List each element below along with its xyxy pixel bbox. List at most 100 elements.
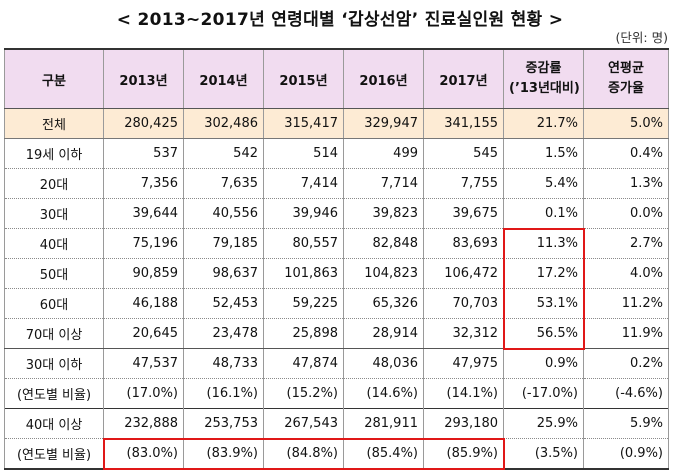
cell-2015: 25,898	[264, 319, 344, 349]
cell-2015: (15.2%)	[264, 379, 344, 409]
cell-2017: 70,703	[424, 289, 504, 319]
cell-2015: 315,417	[264, 109, 344, 139]
cell-annual: 2.7%	[584, 229, 669, 259]
cell-2014: (16.1%)	[184, 379, 264, 409]
cell-2017: 32,312	[424, 319, 504, 349]
header-annual: 연평균 증가율	[584, 49, 669, 109]
cell-2014: 542	[184, 139, 264, 169]
header-2013: 2013년	[104, 49, 184, 109]
cell-2016: 281,911	[344, 409, 424, 439]
cell-2013: 20,645	[104, 319, 184, 349]
cell-2014: 52,453	[184, 289, 264, 319]
cell-2014: 253,753	[184, 409, 264, 439]
cell-2016: 48,036	[344, 349, 424, 379]
cell-2016: 7,714	[344, 169, 424, 199]
cell-annual: 11.2%	[584, 289, 669, 319]
cell-annual: 0.0%	[584, 199, 669, 229]
highlight-box-growth	[503, 228, 585, 350]
header-growth: 증감률 (’13년대비)	[504, 49, 584, 109]
cell-growth: 0.9%	[504, 349, 584, 379]
cell-annual: 4.0%	[584, 259, 669, 289]
cell-2014: 98,637	[184, 259, 264, 289]
header-2014: 2014년	[184, 49, 264, 109]
cell-2013: (17.0%)	[104, 379, 184, 409]
cell-2017: 47,975	[424, 349, 504, 379]
cell-2017: 83,693	[424, 229, 504, 259]
cell-annual: 11.9%	[584, 319, 669, 349]
cell-annual: 0.4%	[584, 139, 669, 169]
row-label: 40대 이상	[5, 409, 104, 439]
header-row: 구분 2013년 2014년 2015년 2016년 2017년 증감률 (’1…	[5, 49, 669, 109]
cell-annual: 1.3%	[584, 169, 669, 199]
cell-2015: 59,225	[264, 289, 344, 319]
cell-2013: 39,644	[104, 199, 184, 229]
cell-2016: 65,326	[344, 289, 424, 319]
cell-2015: 514	[264, 139, 344, 169]
cell-2013: 75,196	[104, 229, 184, 259]
cell-annual: 0.2%	[584, 349, 669, 379]
header-category: 구분	[5, 49, 104, 109]
cell-2015: 80,557	[264, 229, 344, 259]
row-label: 40대	[5, 229, 104, 259]
cell-2014: 302,486	[184, 109, 264, 139]
cell-2013: 90,859	[104, 259, 184, 289]
cell-annual: (-4.6%)	[584, 379, 669, 409]
cell-2016: 82,848	[344, 229, 424, 259]
row-label: 전체	[5, 109, 104, 139]
cell-2014: 7,635	[184, 169, 264, 199]
cell-2014: 23,478	[184, 319, 264, 349]
row-label: (연도별 비율)	[5, 379, 104, 409]
cell-growth: (3.5%)	[504, 439, 584, 470]
row-label: 60대	[5, 289, 104, 319]
cell-growth: 1.5%	[504, 139, 584, 169]
cell-growth: 21.7%	[504, 109, 584, 139]
header-annual-line2: 증가율	[589, 79, 663, 99]
cell-2016: 329,947	[344, 109, 424, 139]
cell-2013: 537	[104, 139, 184, 169]
cell-growth: 5.4%	[504, 169, 584, 199]
cell-2015: 7,414	[264, 169, 344, 199]
cell-growth: 0.1%	[504, 199, 584, 229]
header-2016: 2016년	[344, 49, 424, 109]
cell-2017: 341,155	[424, 109, 504, 139]
row-label: 19세 이하	[5, 139, 104, 169]
cell-2013: 280,425	[104, 109, 184, 139]
cell-2013: 7,356	[104, 169, 184, 199]
header-2017: 2017년	[424, 49, 504, 109]
row-label: 30대 이하	[5, 349, 104, 379]
header-growth-line1: 증감률	[509, 59, 578, 79]
cell-2017: 7,755	[424, 169, 504, 199]
row-label: 20대	[5, 169, 104, 199]
cell-2016: 499	[344, 139, 424, 169]
cell-2013: 46,188	[104, 289, 184, 319]
unit-label: (단위: 명)	[616, 27, 668, 46]
cell-2017: 545	[424, 139, 504, 169]
cell-2013: 47,537	[104, 349, 184, 379]
table-row: (연도별 비율)(17.0%)(16.1%)(15.2%)(14.6%)(14.…	[5, 379, 669, 409]
cell-2017: 106,472	[424, 259, 504, 289]
header-growth-line2: (’13년대비)	[509, 79, 578, 99]
cell-annual: 5.0%	[584, 109, 669, 139]
cell-annual: 5.9%	[584, 409, 669, 439]
page-title: < 2013~2017년 연령대별 ‘갑상선암’ 진료실인원 현황 >	[0, 5, 680, 30]
cell-2013: 232,888	[104, 409, 184, 439]
cell-2014: 79,185	[184, 229, 264, 259]
cell-growth: (-17.0%)	[504, 379, 584, 409]
row-label: 70대 이상	[5, 319, 104, 349]
cell-2015: 101,863	[264, 259, 344, 289]
header-2015: 2015년	[264, 49, 344, 109]
cell-annual: (0.9%)	[584, 439, 669, 470]
cell-2015: 267,543	[264, 409, 344, 439]
cell-2017: 39,675	[424, 199, 504, 229]
cell-2014: 48,733	[184, 349, 264, 379]
cell-2015: 47,874	[264, 349, 344, 379]
cell-2016: (14.6%)	[344, 379, 424, 409]
cell-2015: 39,946	[264, 199, 344, 229]
cell-2016: 28,914	[344, 319, 424, 349]
